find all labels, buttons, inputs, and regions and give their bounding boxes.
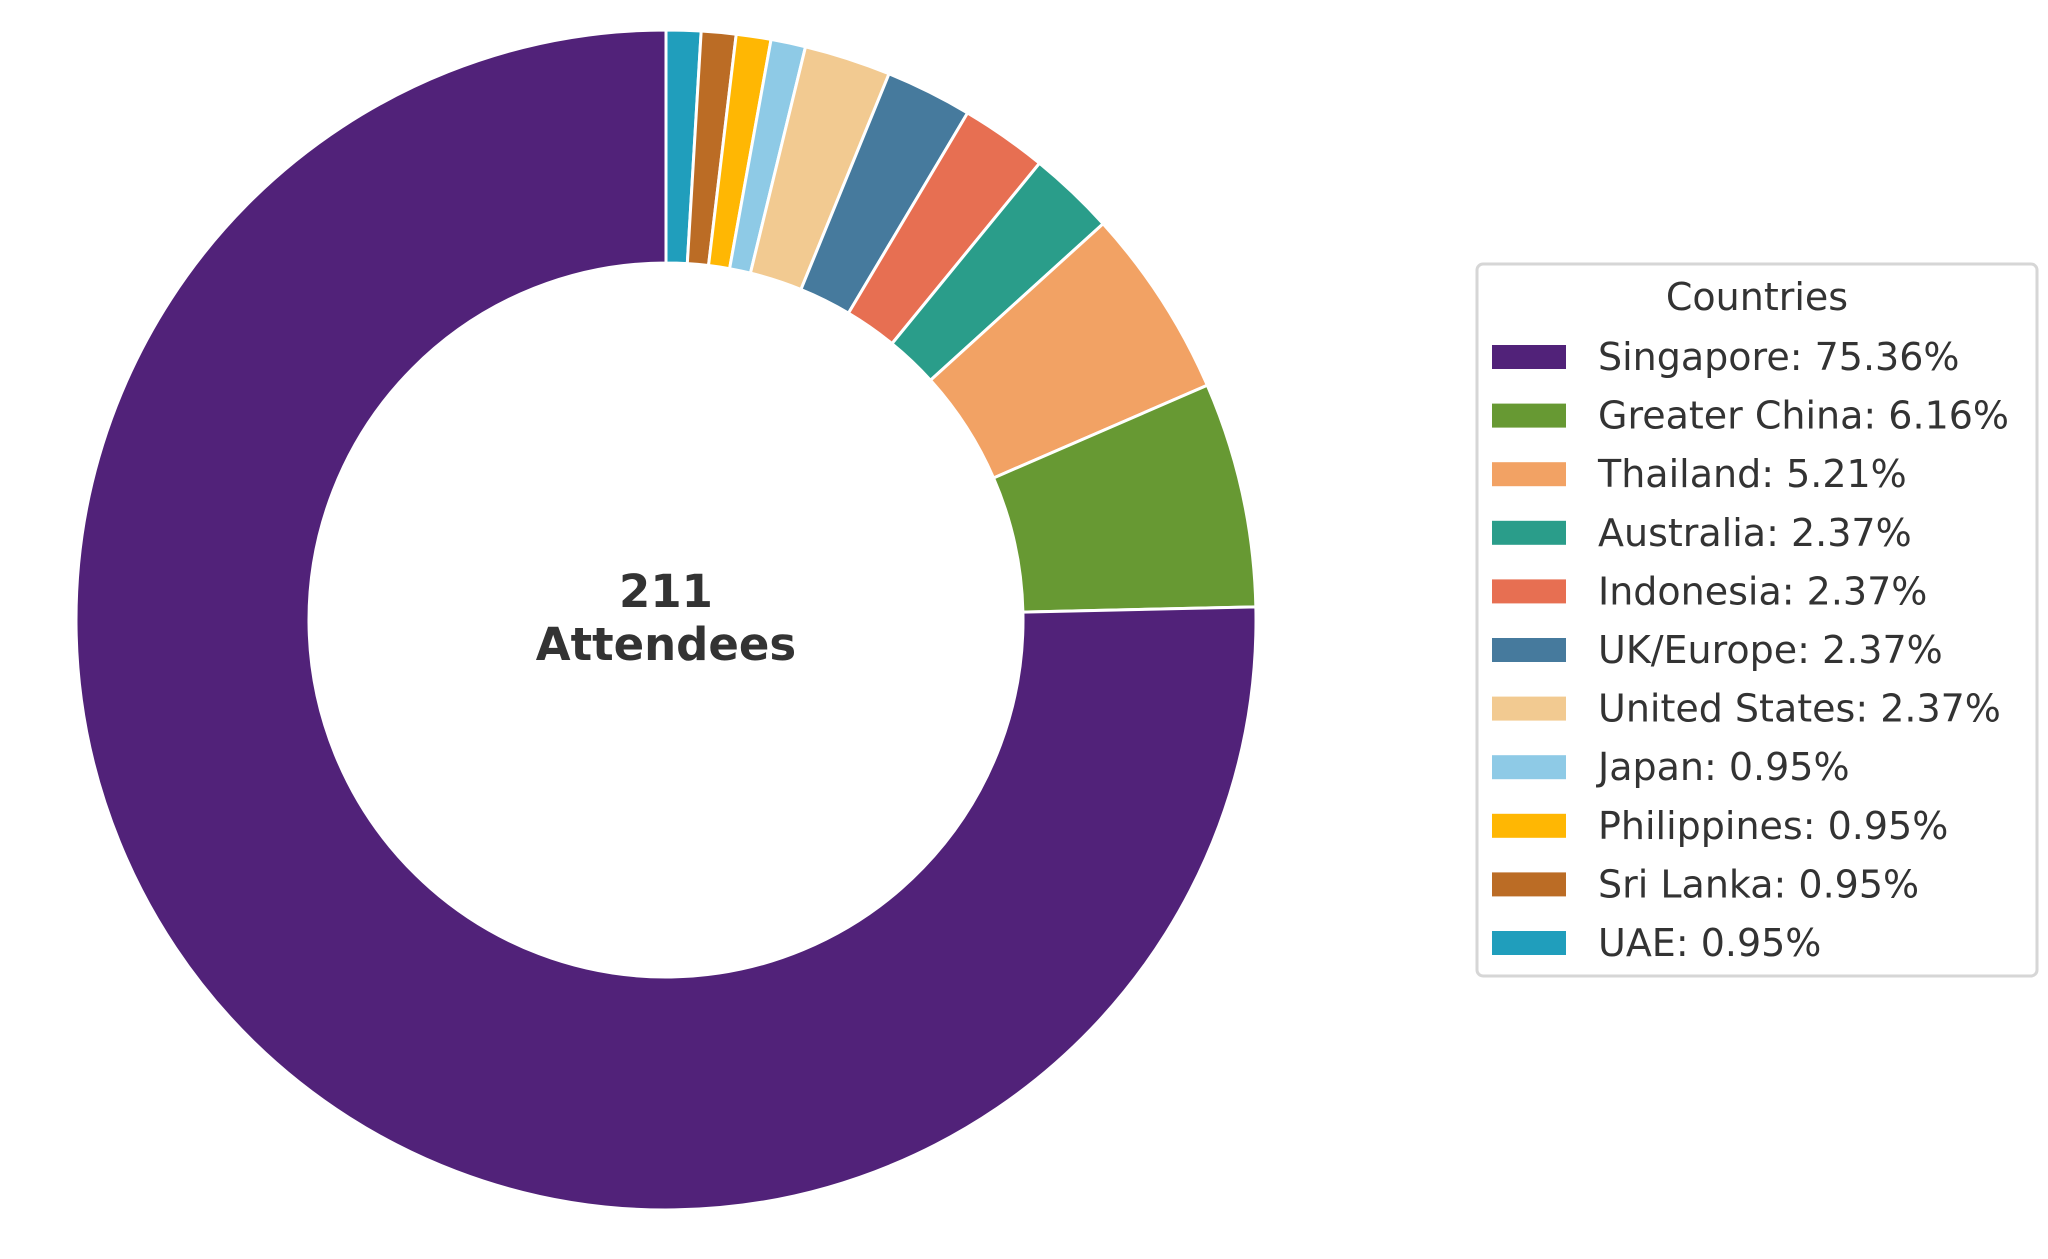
legend-item-uk-europe: UK/Europe: 2.37% <box>1492 628 1943 672</box>
legend-item-australia: Australia: 2.37% <box>1492 511 1912 555</box>
legend-swatch <box>1492 579 1566 604</box>
legend-frame <box>1475 262 2039 978</box>
legend-label: Australia: 2.37% <box>1598 511 1912 555</box>
slice-singapore <box>74 28 1258 1212</box>
legend-item-sri-lanka: Sri Lanka: 0.95% <box>1492 862 1919 906</box>
legend-item-united-states: United States: 2.37% <box>1492 687 2001 731</box>
legend-swatch <box>1492 520 1566 545</box>
legend-item-singapore: Singapore: 75.36% <box>1492 335 1959 379</box>
legend-label: United States: 2.37% <box>1598 687 2001 731</box>
legend-label: Indonesia: 2.37% <box>1598 569 1927 613</box>
legend-title: Countries <box>1666 275 1848 319</box>
legend-swatch <box>1492 813 1566 838</box>
legend-swatch <box>1492 403 1566 428</box>
legend-label: Greater China: 6.16% <box>1598 394 2009 438</box>
legend-items: Singapore: 75.36% Greater China: 6.16% Tha… <box>1492 335 2009 965</box>
legend-swatch <box>1492 345 1566 369</box>
donut-slices <box>74 28 1258 1212</box>
legend-label: Singapore: 75.36% <box>1598 335 1959 379</box>
legend-item-thailand: Thailand: 5.21% <box>1492 452 1907 496</box>
center-label-text: Attendees <box>536 618 796 671</box>
center-label-count: 211 <box>619 565 713 618</box>
legend-item-indonesia: Indonesia: 2.37% <box>1492 569 1927 613</box>
legend-item-uae: UAE: 0.95% <box>1492 921 1821 965</box>
legend-swatch <box>1492 462 1566 487</box>
legend-label: UK/Europe: 2.37% <box>1598 628 1943 672</box>
legend-item-philippines: Philippines: 0.95% <box>1492 804 1948 848</box>
legend-swatch <box>1492 638 1566 662</box>
legend-item-greater-china: Greater China: 6.16% <box>1492 394 2009 438</box>
legend-swatch <box>1492 872 1566 897</box>
legend-label: Thailand: 5.21% <box>1597 452 1907 496</box>
legend-swatch <box>1492 931 1566 955</box>
legend-label: Japan: 0.95% <box>1596 745 1850 789</box>
legend-label: UAE: 0.95% <box>1598 921 1821 965</box>
legend-item-japan: Japan: 0.95% <box>1492 745 1850 789</box>
center-label: 211 Attendees <box>536 565 796 671</box>
legend: Countries Singapore: 75.36% Greater China… <box>1475 262 2039 978</box>
legend-swatch <box>1492 696 1566 721</box>
legend-swatch <box>1492 755 1566 780</box>
legend-label: Sri Lanka: 0.95% <box>1598 862 1919 906</box>
legend-label: Philippines: 0.95% <box>1598 804 1948 848</box>
